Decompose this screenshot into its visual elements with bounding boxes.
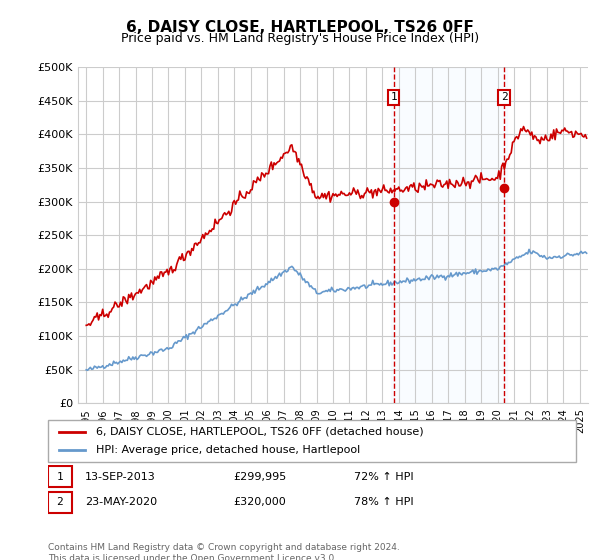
Text: 13-SEP-2013: 13-SEP-2013 <box>85 472 156 482</box>
FancyBboxPatch shape <box>48 466 72 487</box>
Text: Contains HM Land Registry data © Crown copyright and database right 2024.
This d: Contains HM Land Registry data © Crown c… <box>48 543 400 560</box>
Text: 1: 1 <box>56 472 63 482</box>
Text: HPI: Average price, detached house, Hartlepool: HPI: Average price, detached house, Hart… <box>95 445 360 455</box>
Text: £320,000: £320,000 <box>233 497 286 507</box>
Text: 23-MAY-2020: 23-MAY-2020 <box>85 497 157 507</box>
Text: 72% ↑ HPI: 72% ↑ HPI <box>354 472 414 482</box>
Text: 78% ↑ HPI: 78% ↑ HPI <box>354 497 414 507</box>
Text: Price paid vs. HM Land Registry's House Price Index (HPI): Price paid vs. HM Land Registry's House … <box>121 32 479 45</box>
Text: £299,995: £299,995 <box>233 472 286 482</box>
Text: 2: 2 <box>56 497 63 507</box>
Text: 1: 1 <box>391 92 397 102</box>
Text: 6, DAISY CLOSE, HARTLEPOOL, TS26 0FF: 6, DAISY CLOSE, HARTLEPOOL, TS26 0FF <box>126 20 474 35</box>
Bar <box>391 67 508 403</box>
FancyBboxPatch shape <box>48 492 72 513</box>
FancyBboxPatch shape <box>48 420 576 462</box>
Text: 6, DAISY CLOSE, HARTLEPOOL, TS26 0FF (detached house): 6, DAISY CLOSE, HARTLEPOOL, TS26 0FF (de… <box>95 427 423 437</box>
Text: 2: 2 <box>501 92 508 102</box>
